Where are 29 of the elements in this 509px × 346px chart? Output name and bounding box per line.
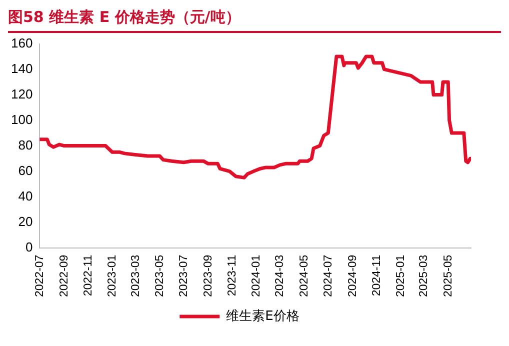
x-tick-label: 2022-11 <box>82 254 94 296</box>
y-tick-label: 80 <box>18 137 33 152</box>
x-tick-label: 2024-05 <box>298 254 310 298</box>
x-tick-label: 2023-05 <box>154 254 166 298</box>
x-tick-label: 2024-07 <box>322 254 334 298</box>
y-tick-label: 140 <box>10 60 33 76</box>
x-tick-label: 2024-03 <box>274 254 286 298</box>
x-tick-label: 2025-05 <box>442 254 454 298</box>
x-tick-label: 2022-09 <box>58 254 70 298</box>
x-tick-label: 2024-09 <box>346 254 359 298</box>
y-tick-label: 120 <box>10 86 33 102</box>
x-tick-label: 2025-01 <box>394 254 407 298</box>
y-tick-label: 60 <box>18 162 33 178</box>
x-tick-label: 2023-11 <box>226 254 238 296</box>
x-tick-label: 2023-07 <box>178 254 190 298</box>
x-tick-label: 2022-07 <box>34 254 46 298</box>
y-tick-label: 100 <box>10 112 33 127</box>
y-tick-label: 20 <box>18 214 33 229</box>
y-tick-label: 0 <box>25 239 33 254</box>
x-tick-label: 2023-01 <box>106 254 118 298</box>
x-tick-label: 2023-03 <box>130 254 142 298</box>
x-tick-label: 2025-03 <box>418 254 430 298</box>
y-tick-label: 40 <box>18 188 33 204</box>
x-tick-label: 2023-09 <box>202 254 214 298</box>
legend-label: 维生素E价格 <box>226 308 300 324</box>
x-tick-label: 2024-01 <box>250 254 263 298</box>
y-tick-label: 160 <box>10 35 33 50</box>
chart-title: 图58 维生素 E 价格走势（元/吨） <box>8 8 501 33</box>
x-tick-label: 2024-11 <box>370 254 383 296</box>
